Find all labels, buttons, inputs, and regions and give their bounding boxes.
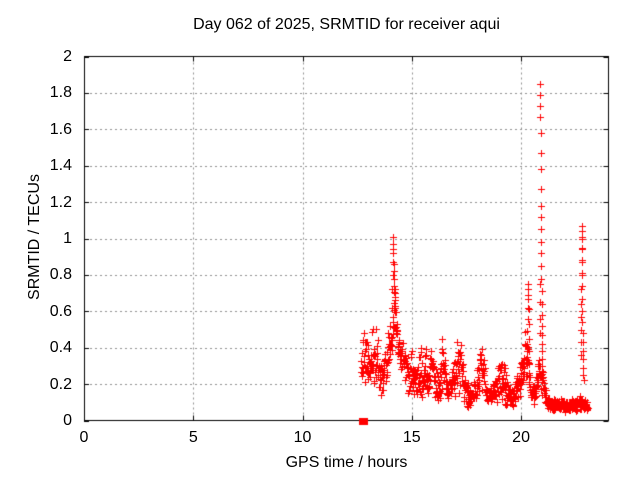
y-tick-label: 0.2	[49, 375, 72, 393]
y-tick-label: 0.4	[49, 339, 72, 357]
y-tick-label: 0.8	[49, 266, 72, 284]
y-tick-label: 1.8	[49, 84, 72, 102]
y-tick-label: 2	[63, 48, 72, 65]
x-tick-label: 0	[79, 429, 89, 446]
y-tick-label: 0	[63, 412, 72, 429]
y-tick-label: 1	[63, 230, 72, 247]
y-tick-label: 1.2	[49, 193, 72, 211]
y-tick-label: 0.6	[49, 302, 72, 320]
x-tick-label: 5	[188, 429, 198, 446]
y-tick-label: 1.4	[49, 157, 72, 175]
x-axis-label: GPS time / hours	[285, 454, 408, 471]
x-tick-label: 15	[402, 429, 421, 446]
x-tick-label: 20	[512, 429, 530, 446]
y-tick-label: 1.6	[49, 120, 72, 138]
x-tick-label: 10	[293, 429, 312, 446]
chart-title: Day 062 of 2025, SRMTID for receiver aqu…	[193, 16, 500, 33]
